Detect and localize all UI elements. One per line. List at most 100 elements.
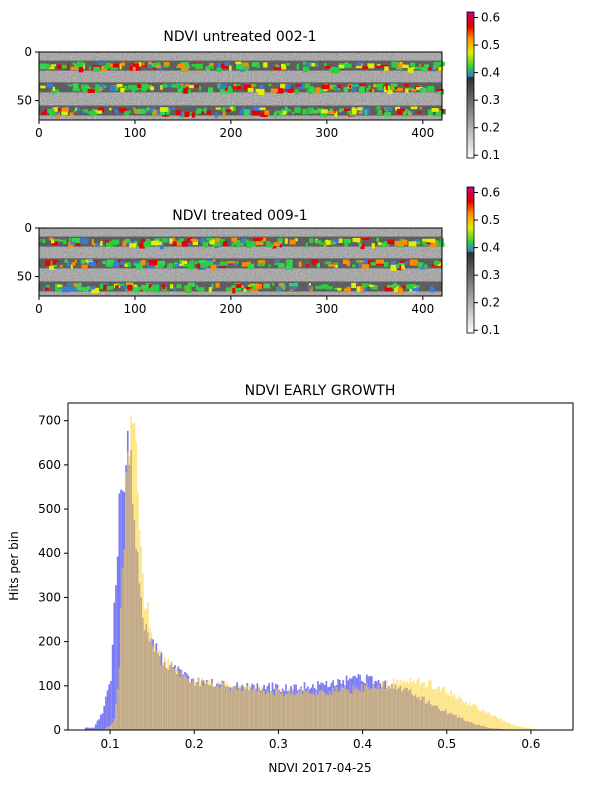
vegetation-pixel (49, 264, 55, 270)
vegetation-pixel (127, 85, 136, 90)
histogram-bar-series-2 (131, 423, 134, 504)
vegetation-pixel (255, 88, 261, 93)
vegetation-pixel (139, 243, 145, 249)
vegetation-pixel (328, 264, 336, 267)
vegetation-pixel (215, 107, 221, 110)
y-tick-label: 400 (38, 546, 61, 560)
histogram-bar-series-2 (524, 727, 526, 730)
histogram-bar-series-1 (94, 724, 97, 730)
vegetation-pixel (197, 263, 201, 269)
histogram-bar-overlap (404, 687, 407, 730)
ndvi-image-untreated (38, 51, 446, 121)
histogram-bar-series-1 (305, 688, 308, 692)
vegetation-pixel (324, 66, 331, 69)
vegetation-pixel (223, 241, 228, 247)
y-tick-label: 0 (24, 221, 32, 235)
vegetation-pixel (304, 83, 310, 89)
x-tick-label: 0 (35, 302, 43, 316)
histogram-bar-overlap (263, 691, 265, 730)
histogram-bar-series-2 (502, 720, 504, 729)
histogram-bar-overlap (413, 696, 415, 730)
vegetation-pixel (93, 260, 98, 264)
vegetation-pixel (80, 238, 89, 244)
histogram-bar-series-1 (330, 682, 333, 695)
vegetation-pixel (87, 111, 92, 114)
vegetation-pixel (387, 85, 390, 89)
histogram-bar-series-1 (266, 685, 269, 691)
histogram-bar-overlap (359, 691, 361, 730)
histogram-bar-series-2 (510, 724, 513, 730)
vegetation-pixel (248, 285, 252, 288)
histogram-bar-overlap (369, 689, 371, 730)
histogram-bar-overlap (468, 721, 471, 730)
vegetation-pixel (436, 111, 440, 116)
histogram-bar-series-2 (456, 699, 459, 718)
vegetation-pixel (365, 260, 374, 266)
histogram-bar-overlap (376, 688, 378, 730)
vegetation-pixel (338, 84, 342, 89)
vegetation-pixel (259, 84, 264, 90)
vegetation-pixel (137, 84, 142, 88)
vegetation-pixel (148, 107, 157, 113)
histogram-bar-overlap (463, 720, 466, 730)
vegetation-pixel (309, 238, 314, 244)
vegetation-pixel (278, 263, 285, 268)
histogram-bar-series-2 (227, 685, 230, 687)
vegetation-pixel (362, 111, 368, 116)
histogram-bar-series-2 (394, 682, 397, 685)
vegetation-pixel (91, 287, 100, 294)
histogram-bar-overlap (115, 704, 117, 730)
histogram-bar-series-2 (288, 688, 291, 691)
histogram-bar-overlap (456, 717, 459, 730)
vegetation-pixel (215, 282, 220, 288)
vegetation-pixel (366, 87, 369, 93)
histogram-bar-overlap (389, 688, 392, 730)
vegetation-row-band (39, 236, 442, 247)
vegetation-pixel (255, 240, 264, 245)
histogram-bar-series-2 (175, 668, 178, 674)
vegetation-pixel (338, 64, 345, 69)
x-tick-label: 100 (123, 302, 146, 316)
y-axis-image-treated: 0 50 (17, 221, 39, 284)
vegetation-pixel (295, 89, 299, 95)
vegetation-pixel (70, 241, 76, 245)
vegetation-pixel (333, 110, 336, 114)
histogram-bar-series-2 (431, 688, 434, 706)
vegetation-pixel (106, 261, 115, 265)
histogram-bar-overlap (315, 691, 318, 730)
vegetation-pixel (279, 111, 286, 117)
histogram-bar-overlap (475, 724, 478, 730)
histogram-bar-overlap (227, 686, 230, 730)
vegetation-pixel (228, 85, 232, 89)
vegetation-pixel (126, 282, 132, 286)
vegetation-pixel (72, 238, 80, 244)
vegetation-pixel (247, 263, 255, 269)
histogram-bar-overlap (414, 694, 417, 730)
vegetation-pixel (296, 63, 300, 70)
vegetation-pixel (141, 83, 149, 90)
vegetation-pixel (40, 85, 46, 89)
histogram-bar-overlap (108, 726, 111, 730)
vegetation-pixel (356, 62, 362, 67)
histogram-bar-overlap (445, 709, 447, 730)
vegetation-pixel (241, 62, 249, 67)
histogram-bar-series-1 (174, 665, 176, 669)
vegetation-pixel (134, 240, 138, 244)
vegetation-pixel (228, 261, 235, 264)
histogram-bar-overlap (345, 689, 348, 730)
vegetation-pixel (367, 63, 375, 69)
vegetation-pixel (104, 240, 110, 243)
vegetation-pixel (294, 238, 298, 242)
vegetation-pixel (103, 66, 110, 69)
vegetation-pixel (51, 239, 55, 244)
vegetation-pixel (116, 83, 123, 88)
histogram-bar-series-2 (515, 725, 518, 730)
vegetation-pixel (400, 260, 408, 264)
histogram-bar-series-1 (285, 684, 287, 694)
vegetation-pixel (44, 287, 49, 291)
histogram-bar-overlap (229, 690, 232, 730)
vegetation-pixel (222, 112, 226, 118)
histogram-bar-series-2 (488, 713, 491, 728)
vegetation-pixel (343, 259, 349, 265)
vegetation-pixel (119, 63, 122, 70)
